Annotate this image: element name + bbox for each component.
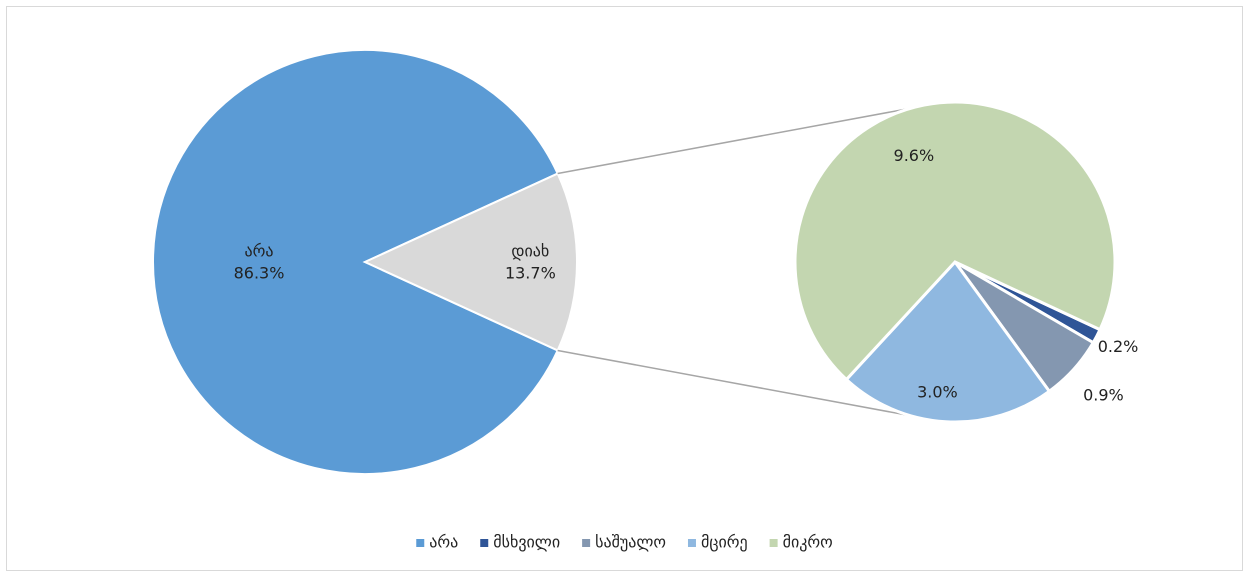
slice-label: 0.2%: [1098, 337, 1139, 356]
legend-marker: [582, 539, 591, 547]
legend-label: მსხვილი: [493, 533, 560, 552]
slice-label: 0.9%: [1083, 386, 1124, 405]
pie-slice: [362, 172, 578, 352]
slice-label: 13.7%: [505, 264, 556, 283]
legend: არა მსხვილი საშუალო მცირე მიკრო: [416, 533, 833, 552]
slice-name: არა: [245, 242, 274, 261]
connector-line: [557, 349, 912, 417]
slice-label: 3.0%: [917, 382, 958, 401]
legend-label: საშუალო: [595, 533, 666, 552]
pie-slice: [844, 259, 1052, 424]
legend-marker: [687, 539, 696, 547]
pie-slice: [793, 100, 1117, 382]
legend-marker: [480, 539, 489, 547]
slice-label: 86.3%: [234, 264, 285, 283]
legend-label: მიკრო: [783, 533, 833, 552]
slice-name: დიახ: [511, 242, 549, 261]
legend-marker: [769, 539, 778, 547]
legend-marker: [416, 539, 425, 547]
connector-line: [557, 107, 912, 175]
legend-label: მცირე: [701, 533, 748, 552]
slice-label: 9.6%: [894, 146, 935, 165]
pie-slice: [152, 49, 559, 475]
legend-label: არა: [429, 533, 458, 552]
